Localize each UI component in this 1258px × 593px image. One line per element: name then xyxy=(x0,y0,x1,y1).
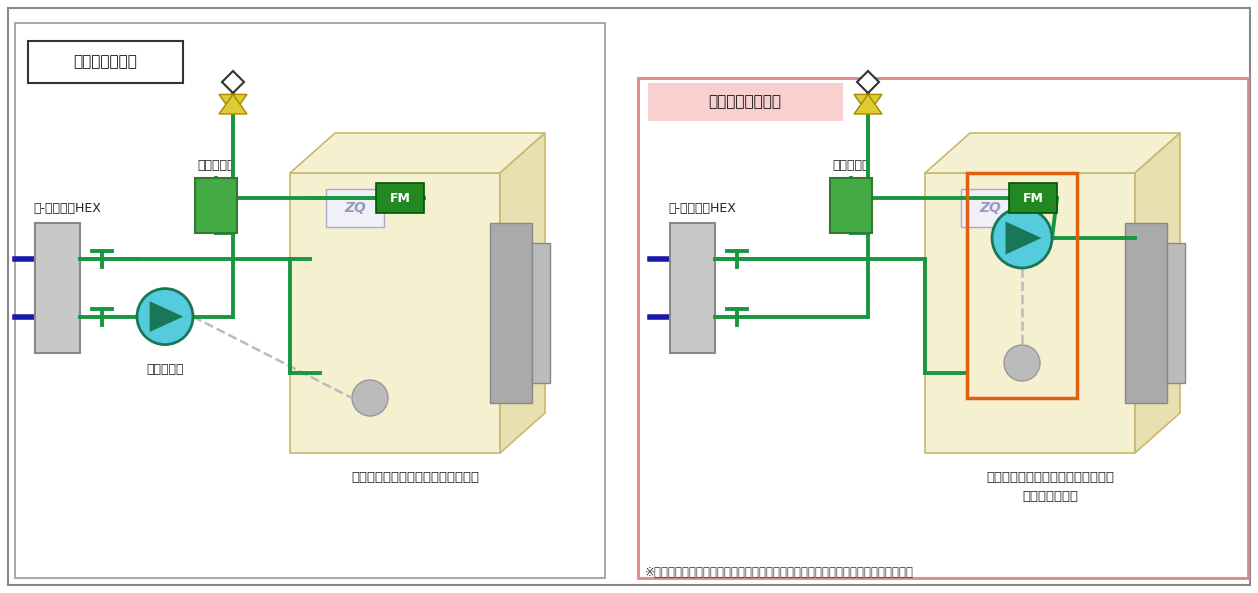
Text: 膨張タンク: 膨張タンク xyxy=(198,159,235,172)
Bar xyxy=(961,189,1019,227)
Text: FM: FM xyxy=(1023,192,1043,205)
Polygon shape xyxy=(854,94,882,114)
Bar xyxy=(35,223,81,353)
Bar xyxy=(195,178,237,233)
Text: 循環ポンプ: 循環ポンプ xyxy=(146,362,184,375)
Text: 水-ブラインHEX: 水-ブラインHEX xyxy=(33,202,101,215)
Text: ZQ: ZQ xyxy=(345,201,366,215)
Polygon shape xyxy=(219,94,247,114)
Polygon shape xyxy=(150,301,184,332)
Polygon shape xyxy=(221,71,244,93)
Text: 水冷式ビル用マルチシステム室外機
循環ポンプ内蔵: 水冷式ビル用マルチシステム室外機 循環ポンプ内蔵 xyxy=(986,471,1115,503)
Polygon shape xyxy=(1005,222,1042,254)
Text: FM: FM xyxy=(390,192,410,205)
Polygon shape xyxy=(857,71,879,93)
Bar xyxy=(28,41,182,83)
Bar xyxy=(1167,243,1185,383)
Bar xyxy=(376,183,424,213)
Bar xyxy=(925,173,1135,453)
Polygon shape xyxy=(925,133,1180,173)
Circle shape xyxy=(352,380,387,416)
Bar xyxy=(671,223,715,353)
Polygon shape xyxy=(219,94,247,114)
Bar xyxy=(491,223,532,403)
Bar xyxy=(830,178,872,233)
Bar xyxy=(648,83,843,121)
Bar xyxy=(291,173,499,453)
Bar xyxy=(967,173,1077,398)
Text: 水-ブラインHEX: 水-ブラインHEX xyxy=(668,202,736,215)
Bar xyxy=(15,23,605,578)
Polygon shape xyxy=(1135,133,1180,453)
Bar xyxy=(1125,223,1167,403)
Text: 膨張タンク: 膨張タンク xyxy=(833,159,869,172)
Text: ZQ: ZQ xyxy=(979,201,1001,215)
Bar xyxy=(638,78,1248,578)
Polygon shape xyxy=(499,133,545,453)
Text: 開発したシステム: 開発したシステム xyxy=(708,94,781,110)
Polygon shape xyxy=(291,133,545,173)
Circle shape xyxy=(1004,345,1040,381)
Bar xyxy=(1009,183,1057,213)
Polygon shape xyxy=(854,94,882,114)
Circle shape xyxy=(137,289,192,345)
Bar xyxy=(326,189,384,227)
Text: ※熱源水循環ポンプは、容量によってはユニット内に収納できない場合があります。: ※熱源水循環ポンプは、容量によってはユニット内に収納できない場合があります。 xyxy=(645,566,913,579)
Text: 従来のシステム: 従来のシステム xyxy=(73,55,137,69)
Text: 水冷式ビル用マルチシステム室外機: 水冷式ビル用マルチシステム室外機 xyxy=(351,471,479,484)
Bar xyxy=(532,243,550,383)
Circle shape xyxy=(993,208,1052,268)
